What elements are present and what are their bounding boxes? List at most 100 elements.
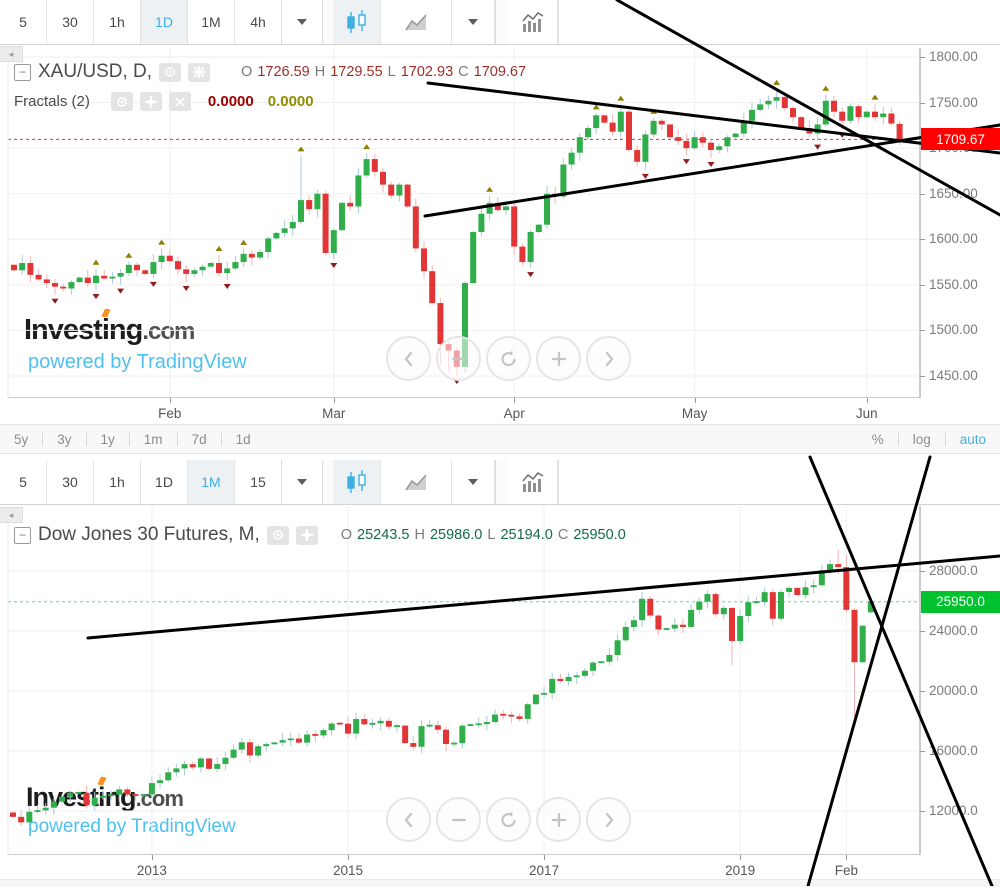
price-tick: [920, 751, 925, 752]
drawing-toolbar-toggle[interactable]: ◂: [0, 46, 23, 62]
price-tick: [920, 376, 925, 377]
price-axis-label: 20000.0: [929, 683, 978, 698]
fractal-down-marker: [223, 284, 231, 290]
chart1-date-axis[interactable]: Feb Mar Apr May Jun: [0, 398, 1000, 424]
range-7d[interactable]: 7d: [191, 431, 207, 447]
fractal-up-marker: [125, 252, 133, 258]
scale-log[interactable]: log: [912, 431, 931, 447]
chart1-interval-30[interactable]: 30: [47, 0, 94, 44]
chart2-scroll-left-button[interactable]: [386, 797, 431, 842]
interval-dropdown-icon[interactable]: [282, 0, 323, 44]
fractal-up-marker: [592, 104, 600, 110]
date-tick: [333, 398, 335, 403]
close-icon[interactable]: [168, 92, 191, 111]
chart1-zoom-in-button[interactable]: [536, 336, 581, 381]
candlestick-style-icon[interactable]: [333, 460, 381, 504]
chart1-scroll-right-button[interactable]: [586, 336, 631, 381]
gear-icon[interactable]: [188, 62, 211, 82]
chart2-interval-15[interactable]: 15: [235, 460, 281, 504]
fractal-up-marker: [773, 79, 781, 85]
range-3y[interactable]: 3y: [57, 431, 72, 447]
line-style-icon[interactable]: [381, 0, 452, 44]
chart1-scroll-left-button[interactable]: [386, 336, 431, 381]
chart1-interval-5[interactable]: 5: [0, 0, 47, 44]
powered-by-tradingview: powered by TradingView: [28, 816, 236, 837]
eye-icon[interactable]: [159, 62, 182, 82]
fractal-down-marker: [838, 132, 846, 138]
fractal-down-marker: [641, 173, 649, 179]
collapse-icon[interactable]: −: [14, 526, 31, 544]
price-axis-label: 1750.00: [929, 94, 978, 110]
fractal-up-marker: [158, 239, 166, 245]
price-axis-label: 12000.0: [929, 803, 978, 818]
chart2-interval-1h[interactable]: 1h: [94, 460, 141, 504]
chart2-interval-5[interactable]: 5: [0, 460, 47, 504]
drawing-toolbar-toggle[interactable]: ◂: [0, 507, 23, 523]
chart1-interval-4h[interactable]: 4h: [235, 0, 281, 44]
style-dropdown-icon[interactable]: [452, 0, 495, 44]
last-price-tag: 25950.0: [921, 590, 1000, 613]
chart1-interval-group: 5 30 1h 1D 1M 4h: [0, 0, 282, 44]
gear-icon[interactable]: [295, 525, 318, 545]
date-tick: [846, 855, 848, 860]
chart2-date-axis[interactable]: 2013 2015 2017 2019 Feb: [0, 855, 1000, 887]
range-5y[interactable]: 5y: [14, 431, 29, 447]
price-axis-label: 1600.00: [929, 231, 978, 247]
chart2-legend: − Dow Jones 30 Futures, M, O 25243.5 H 259…: [14, 524, 626, 546]
fractal-up-marker: [486, 186, 494, 192]
chart1-interval-1h[interactable]: 1h: [94, 0, 141, 44]
date-axis-label: May: [681, 406, 708, 421]
chart1-range-toolbar: 5y 3y 1y 1m 7d 1d% log auto: [0, 424, 1000, 454]
candlestick-style-icon[interactable]: [333, 0, 381, 44]
date-axis-label: 2017: [529, 863, 560, 878]
price-axis-label: 1450.00: [929, 368, 978, 383]
date-axis-label: 2013: [136, 863, 167, 878]
chart2-interval-1m[interactable]: 1M: [188, 460, 235, 504]
date-axis-label: 2015: [332, 863, 363, 878]
chart1-interval-1m[interactable]: 1M: [188, 0, 235, 44]
date-tick: [544, 855, 546, 860]
style-dropdown-icon[interactable]: [452, 460, 495, 504]
chart2-range-toolbar-edge: [0, 879, 1000, 887]
price-tick: [920, 330, 925, 332]
gear-icon[interactable]: [139, 92, 162, 111]
range-1d[interactable]: 1d: [235, 431, 251, 447]
chart2-section: ◂ Investing.com powered by TradingView −…: [0, 504, 1000, 855]
fractal-up-marker: [297, 146, 305, 152]
price-axis-label: 16000.0: [929, 743, 978, 758]
fractals-value-2: 0.0000: [267, 93, 314, 110]
price-axis-label: 1550.00: [929, 276, 978, 292]
chart2-zoom-in-button[interactable]: [536, 797, 581, 842]
price-axis-label: 1500.00: [929, 322, 978, 338]
chart1-reset-button[interactable]: [486, 336, 531, 381]
range-1y[interactable]: 1y: [100, 431, 115, 447]
chart2-scroll-right-button[interactable]: [586, 797, 631, 842]
eye-icon[interactable]: [110, 92, 133, 111]
chart2-interval-30[interactable]: 30: [47, 460, 94, 504]
chart1-interval-1d[interactable]: 1D: [141, 0, 188, 44]
chart2-interval-1d[interactable]: 1D: [141, 460, 188, 504]
date-tick: [514, 398, 516, 403]
chart2-zoom-out-button[interactable]: [436, 797, 481, 842]
scale-auto[interactable]: auto: [959, 431, 986, 447]
scale-percent[interactable]: %: [871, 431, 884, 447]
price-axis-label: 1650.00: [929, 185, 978, 201]
price-tick: [920, 239, 925, 241]
fractal-up-marker: [215, 245, 223, 251]
price-axis-label: 1800.00: [929, 49, 978, 64]
date-tick: [740, 855, 742, 860]
chart2-reset-button[interactable]: [486, 797, 531, 842]
powered-by-tradingview: powered by TradingView: [28, 351, 247, 373]
line-style-icon[interactable]: [381, 460, 452, 504]
chart1-zoom-out-button[interactable]: [436, 336, 481, 381]
collapse-icon[interactable]: −: [14, 63, 31, 81]
price-axis-label: 24000.0: [929, 623, 978, 638]
interval-dropdown-icon[interactable]: [282, 460, 323, 504]
range-1m[interactable]: 1m: [143, 431, 163, 447]
indicators-icon[interactable]: [508, 0, 558, 44]
date-axis-label: 2019: [725, 863, 756, 878]
eye-icon[interactable]: [266, 525, 289, 545]
date-tick: [347, 855, 349, 860]
date-tick: [694, 398, 696, 403]
indicators-icon[interactable]: [508, 460, 558, 504]
